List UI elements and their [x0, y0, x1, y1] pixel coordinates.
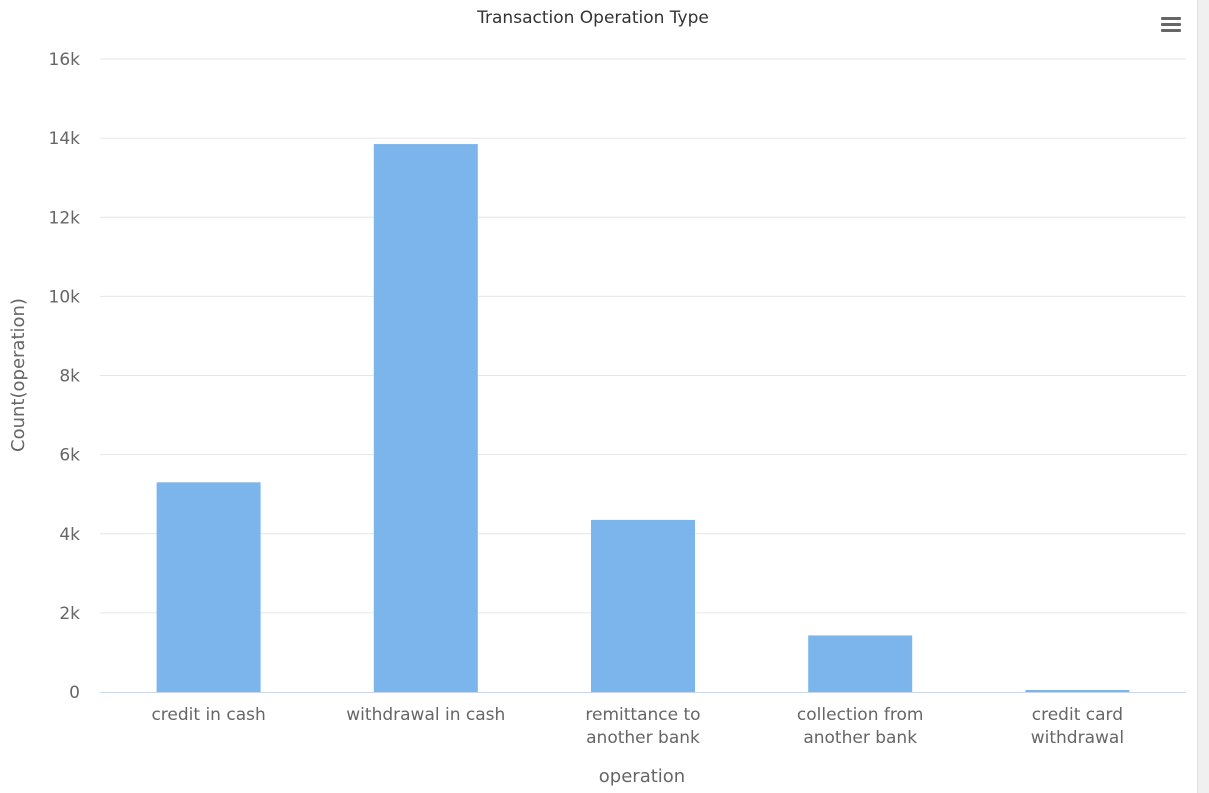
- bar[interactable]: [156, 482, 261, 692]
- menu-icon-line: [1161, 17, 1181, 20]
- y-tick-label: 8k: [59, 367, 80, 387]
- y-axis-title: Count(operation): [8, 298, 29, 452]
- bar[interactable]: [591, 519, 695, 692]
- scrollbar-track[interactable]: [1197, 0, 1209, 793]
- bar[interactable]: [808, 635, 913, 692]
- x-tick-label: another bank: [803, 728, 917, 748]
- y-tick-label: 6k: [59, 446, 80, 466]
- menu-icon-line: [1161, 23, 1181, 26]
- bars: [156, 144, 1130, 692]
- menu-icon-line: [1161, 29, 1181, 32]
- y-tick-label: 12k: [49, 208, 81, 228]
- x-axis-title: operation: [599, 766, 685, 787]
- bar[interactable]: [1025, 690, 1130, 692]
- x-tick-label: collection from: [797, 705, 924, 725]
- y-tick-label: 14k: [49, 129, 81, 149]
- x-tick-label: withdrawal: [1031, 728, 1124, 748]
- x-tick-label: another bank: [586, 728, 700, 748]
- x-tick-label: credit in cash: [151, 705, 265, 725]
- grid-lines: [100, 58, 1186, 614]
- y-tick-label: 0: [69, 683, 80, 703]
- x-tick-label: credit card: [1032, 705, 1123, 725]
- labels: Transaction Operation Type operation Cou…: [8, 8, 1124, 787]
- y-tick-label: 2k: [59, 604, 80, 624]
- y-tick-label: 16k: [49, 50, 81, 70]
- bar[interactable]: [373, 144, 478, 692]
- x-tick-label: remittance to: [585, 705, 700, 725]
- y-tick-label: 10k: [49, 287, 81, 307]
- hamburger-menu-icon[interactable]: [1158, 14, 1184, 36]
- chart-title: Transaction Operation Type: [476, 8, 709, 28]
- y-tick-label: 4k: [59, 525, 80, 545]
- x-tick-label: withdrawal in cash: [346, 705, 505, 725]
